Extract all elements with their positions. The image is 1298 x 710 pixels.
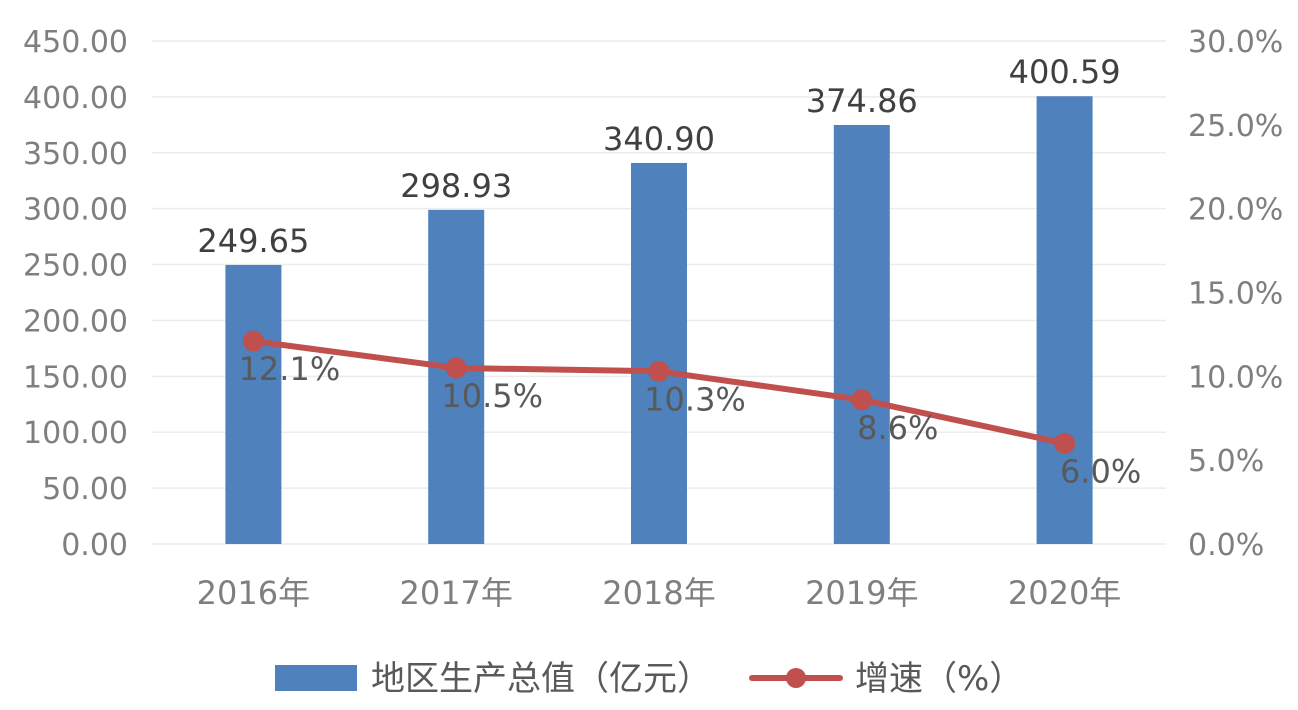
x-axis-category-label: 2019年: [805, 574, 918, 612]
left-axis-tick-label: 350.00: [23, 137, 128, 172]
left-axis-tick-label: 50.00: [42, 472, 128, 507]
bar: [225, 264, 282, 544]
line-point: [1054, 432, 1076, 454]
legend-line-label: 增速（%）: [855, 659, 1023, 699]
line-data-label: 6.0%: [1060, 452, 1141, 490]
x-axis-category-label: 2016年: [197, 574, 310, 612]
left-axis-tick-label: 150.00: [23, 360, 128, 395]
line-data-label: 12.1%: [239, 350, 341, 388]
x-axis-category-label: 2018年: [602, 574, 715, 612]
bar-data-label: 374.86: [806, 82, 918, 120]
x-axis-category-labels: 2016年 2017年 2018年 2019年 2020年: [197, 574, 1122, 612]
left-y-axis: 0.00 50.00 100.00 150.00 200.00 250.00 300.00 3…: [23, 25, 128, 563]
right-axis-tick-label: 5.0%: [1188, 444, 1264, 479]
left-axis-tick-label: 200.00: [23, 304, 128, 339]
bar-data-label: 400.59: [1009, 53, 1121, 91]
line-point: [851, 389, 873, 411]
line-data-label: 10.5%: [441, 377, 543, 415]
line-series: [242, 330, 1076, 454]
bar-data-label: 249.65: [197, 222, 309, 260]
bar-data-label: 340.90: [603, 120, 715, 158]
x-axis-category-label: 2020年: [1008, 574, 1121, 612]
left-axis-tick-label: 450.00: [23, 25, 128, 60]
bar: [833, 124, 890, 545]
legend-bar-label: 地区生产总值（亿元）: [371, 659, 711, 699]
right-axis-tick-label: 20.0%: [1188, 193, 1283, 228]
right-axis-tick-label: 0.0%: [1188, 528, 1264, 563]
line-data-labels: 12.1% 10.5% 10.3% 8.6% 6.0%: [239, 350, 1142, 490]
left-axis-tick-label: 250.00: [23, 249, 128, 284]
line-data-label: 10.3%: [644, 380, 746, 418]
left-axis-tick-label: 100.00: [23, 416, 128, 451]
bar-data-label: 298.93: [400, 167, 512, 205]
x-axis-category-label: 2017年: [399, 574, 512, 612]
line-point: [242, 330, 264, 352]
legend-line-marker: [786, 668, 806, 688]
right-y-axis: 0.0% 5.0% 10.0% 15.0% 20.0% 25.0% 30.0%: [1188, 25, 1283, 563]
line-point: [445, 357, 467, 379]
bar-data-labels: 249.65 298.93 340.90 374.86 400.59: [197, 53, 1120, 260]
right-axis-tick-label: 15.0%: [1188, 277, 1283, 312]
right-axis-tick-label: 10.0%: [1188, 360, 1283, 395]
left-axis-tick-label: 400.00: [23, 81, 128, 116]
bar: [1036, 96, 1093, 544]
left-axis-tick-label: 0.00: [61, 528, 128, 563]
legend-bar-swatch: [275, 665, 357, 691]
line-data-label: 8.6%: [857, 409, 938, 447]
legend: 地区生产总值（亿元） 增速（%）: [275, 659, 1023, 699]
line-point: [648, 360, 670, 382]
left-axis-tick-label: 300.00: [23, 193, 128, 228]
bar-series: [225, 96, 1093, 545]
right-axis-tick-label: 25.0%: [1188, 109, 1283, 144]
bar: [631, 162, 687, 544]
right-axis-tick-label: 30.0%: [1188, 25, 1283, 60]
